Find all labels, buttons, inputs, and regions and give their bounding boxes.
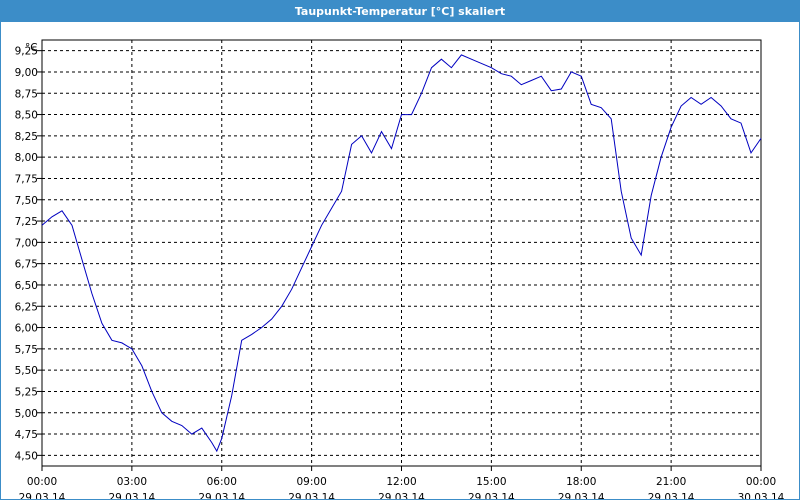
x-tick-time-label: 06:00 <box>207 476 237 488</box>
x-tick-date-label: 29.03.14 <box>468 492 515 499</box>
y-tick-label: 4,50 <box>15 450 38 462</box>
x-tick-date-label: 30.03.14 <box>738 492 785 499</box>
y-tick-label: 6,25 <box>15 301 38 313</box>
chart-frame: 4,50 4,75 5,00 5,25 5,50 5,75 6,00 6,25 6,50 6,75… <box>0 22 800 500</box>
x-tick-date-label: 29.03.14 <box>648 492 695 499</box>
dew-point-series-line <box>41 54 762 453</box>
y-tick-label: 5,00 <box>15 408 38 420</box>
y-tick-label: 4,75 <box>15 429 38 441</box>
y-tick-label: 8,50 <box>15 110 38 122</box>
y-tick-label: 9,00 <box>15 67 38 79</box>
x-tick-date-label: 29.03.14 <box>198 492 245 499</box>
x-tick-time-label: 21:00 <box>656 476 686 488</box>
line-chart: 4,50 4,75 5,00 5,25 5,50 5,75 6,00 6,25 6,50 6,75… <box>15 39 785 499</box>
y-tick-label: 7,25 <box>15 216 38 228</box>
x-tick-date-label: 29.03.14 <box>558 492 605 499</box>
y-tick-label: 5,25 <box>15 386 38 398</box>
y-tick-label: 8,75 <box>15 88 38 100</box>
y-axis-unit-label: °C <box>25 42 38 54</box>
y-tick-label: 6,00 <box>15 323 38 335</box>
y-tick-label: 9,25 <box>15 46 38 58</box>
x-tick-time-label: 12:00 <box>386 476 416 488</box>
y-tick-label: 6,75 <box>15 259 38 271</box>
x-tick-date-label: 29.03.14 <box>108 492 155 499</box>
x-tick-time-label: 09:00 <box>296 476 326 488</box>
grid-layer <box>42 40 761 466</box>
x-tick-time-label: 00:00 <box>746 476 776 488</box>
x-tick-date-label: 29.03.14 <box>19 492 66 499</box>
x-tick-time-label: 15:00 <box>476 476 506 488</box>
y-tick-label: 6,50 <box>15 280 38 292</box>
x-tick-time-label: 00:00 <box>27 476 57 488</box>
y-tick-label: 7,75 <box>15 173 38 185</box>
y-tick-label: 7,50 <box>15 195 38 207</box>
x-tick-time-label: 03:00 <box>117 476 147 488</box>
x-axis-ticks: 00:00 29.03.14 03:00 29.03.14 06:00 29.03.14 0… <box>19 466 785 499</box>
x-tick-date-label: 29.03.14 <box>288 492 335 499</box>
y-tick-label: 8,25 <box>15 131 38 143</box>
y-tick-label: 7,00 <box>15 237 38 249</box>
x-tick-date-label: 29.03.14 <box>378 492 425 499</box>
chart-title: Taupunkt-Temperatur [°C] skaliert <box>0 0 800 22</box>
y-tick-label: 8,00 <box>15 152 38 164</box>
y-tick-label: 5,75 <box>15 344 38 356</box>
x-tick-time-label: 18:00 <box>566 476 596 488</box>
y-tick-label: 5,50 <box>15 365 38 377</box>
y-axis-ticks: 4,50 4,75 5,00 5,25 5,50 5,75 6,00 6,25 6,50 6,75… <box>15 46 42 462</box>
